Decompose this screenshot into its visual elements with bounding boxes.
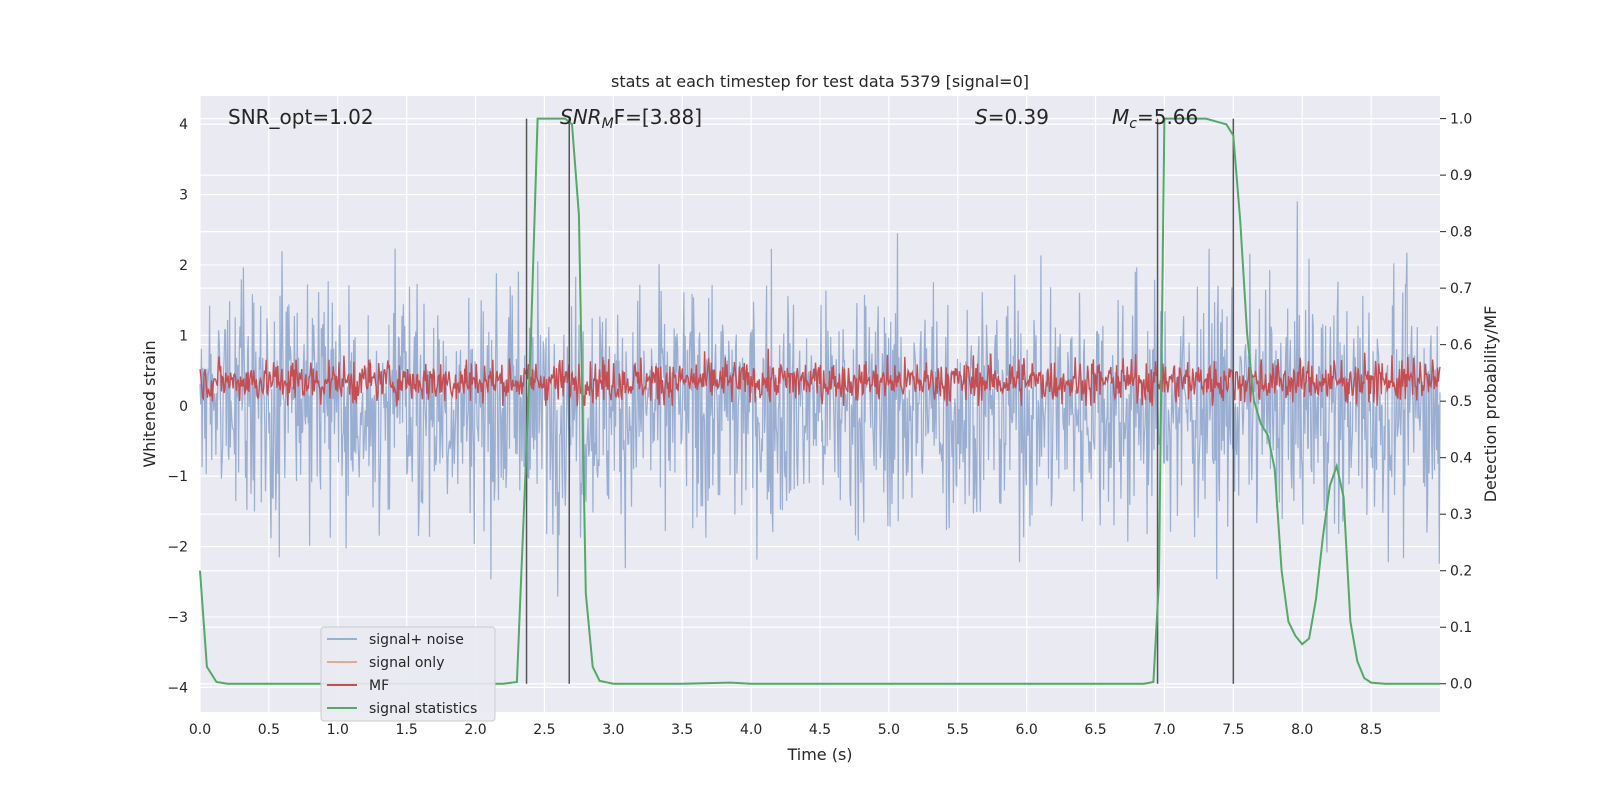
y-left-tick-label: 4 [179, 117, 188, 133]
x-tick-label: 4.0 [740, 722, 762, 738]
y-right-tick-label: 0.1 [1450, 620, 1472, 636]
y-axis-left-ticks: 4 3 2 1 0 −1 −2 −3 −4 [167, 117, 188, 696]
annotation-s-main: S [975, 105, 988, 129]
annotation-s: S=0.39 [975, 105, 1049, 129]
x-axis-label: Time (s) [786, 745, 852, 764]
annotation-snr-mf-rest: F=[3.88] [614, 105, 702, 129]
y-right-tick-label: 0.0 [1450, 677, 1472, 693]
annotation-snr-mf-sub: M [602, 116, 614, 132]
y-right-tick-label: 0.7 [1450, 281, 1472, 297]
x-tick-label: 4.5 [809, 722, 831, 738]
annotation-snr-mf: SNRMF=[3.88] [560, 105, 702, 132]
legend-box [320, 626, 496, 722]
line-signal-statistics [199, 117, 1440, 685]
y-axis-right-ticks: 1.0 0.9 0.8 0.7 0.6 0.5 0.4 0.3 0.2 0.1 0.0 [1440, 112, 1472, 693]
x-tick-label: 7.5 [1222, 722, 1244, 738]
x-tick-label: 1.0 [327, 722, 349, 738]
x-tick-label: 0.0 [189, 722, 211, 738]
y-left-tick-label: −4 [167, 680, 188, 696]
x-tick-label: 8.5 [1360, 722, 1382, 738]
annotation-mc-main: M [1112, 105, 1129, 129]
x-tick-label: 6.5 [1084, 722, 1106, 738]
annotation-mc-rest: =5.66 [1137, 105, 1198, 129]
x-tick-label: 6.0 [1016, 722, 1038, 738]
y-left-tick-label: −3 [167, 610, 188, 626]
legend-label-signal-noise: signal+ noise [369, 632, 464, 648]
x-tick-label: 2.0 [464, 722, 486, 738]
y-right-tick-label: 0.3 [1450, 507, 1472, 523]
y-left-tick-label: 2 [179, 258, 188, 274]
series-signal-statistics [199, 117, 1440, 685]
legend: signal+ noise signal only MF signal stat… [320, 626, 496, 722]
legend-label-signal-statistics: signal statistics [369, 701, 477, 717]
x-tick-label: 2.5 [533, 722, 555, 738]
x-tick-label: 8.0 [1291, 722, 1313, 738]
annotation-mc: Mc=5.66 [1112, 105, 1198, 132]
x-axis-ticks: 0.0 0.5 1.0 1.5 2.0 2.5 3.0 3.5 4.0 4.5 5.0 5.5 6.0 6… [189, 722, 1382, 738]
y-left-tick-label: 3 [179, 188, 188, 204]
annotation-mc-sub: c [1129, 116, 1137, 132]
x-tick-label: 3.0 [602, 722, 624, 738]
y-right-tick-label: 0.4 [1450, 451, 1472, 467]
x-tick-label: 1.5 [396, 722, 418, 738]
y-right-tick-label: 0.5 [1450, 394, 1472, 410]
legend-label-mf: MF [369, 678, 389, 694]
annotation-snr-opt: SNR_opt=1.02 [228, 105, 374, 129]
y-right-tick-label: 1.0 [1450, 112, 1472, 128]
y-right-tick-label: 0.9 [1450, 168, 1472, 184]
annotation-snr-mf-main: SNR [560, 105, 602, 129]
y-right-tick-label: 0.2 [1450, 564, 1472, 580]
annotation-s-rest: =0.39 [988, 105, 1049, 129]
y-left-tick-label: −2 [167, 540, 188, 556]
y-right-tick-label: 0.6 [1450, 338, 1472, 354]
x-tick-label: 3.5 [671, 722, 693, 738]
x-tick-label: 7.0 [1153, 722, 1175, 738]
y-left-tick-label: −1 [167, 469, 188, 485]
y-right-tick-label: 0.8 [1450, 225, 1472, 241]
x-tick-label: 5.0 [878, 722, 900, 738]
y-axis-right-label: Detection probability/MF [1481, 306, 1500, 503]
y-axis-left-label: Whitened strain [140, 340, 159, 467]
x-tick-label: 5.5 [947, 722, 969, 738]
y-left-tick-label: 1 [179, 328, 188, 344]
legend-label-signal-only: signal only [369, 655, 444, 671]
chart-title: stats at each timestep for test data 537… [611, 72, 1029, 91]
y-left-tick-label: 0 [179, 399, 188, 415]
x-tick-label: 0.5 [258, 722, 280, 738]
